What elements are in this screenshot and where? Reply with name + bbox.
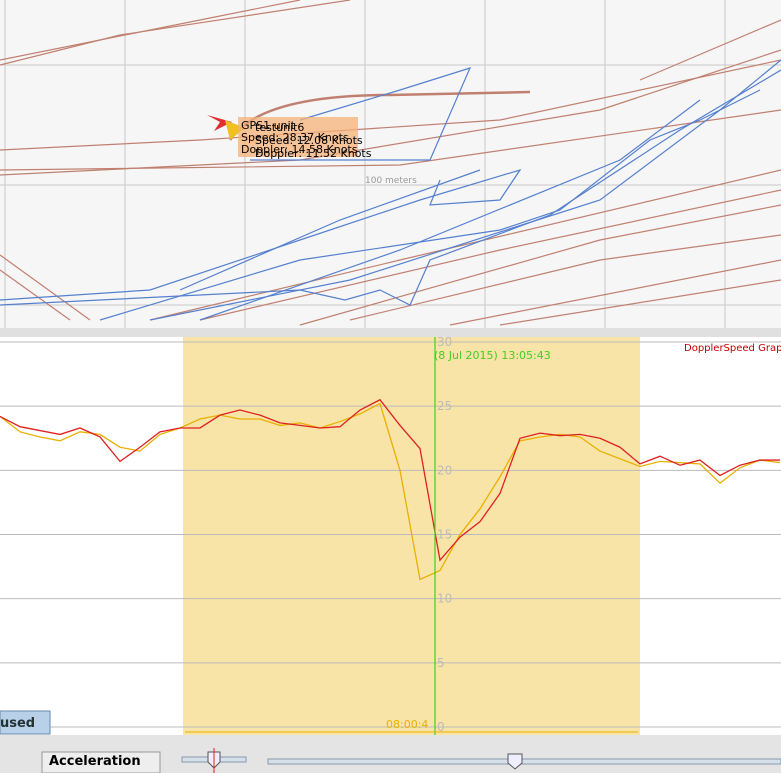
map-grid: [0, 0, 781, 328]
series-line: [0, 398, 780, 562]
y-tick-label: 5: [437, 656, 445, 670]
splitter[interactable]: [0, 328, 781, 337]
unit-doppler: Doppler: 14.58 Knots: [241, 143, 358, 156]
cursor-time: (8 Jul 2015) 13:05:43: [434, 349, 551, 362]
series-line: [0, 402, 781, 581]
y-tick-label: 30: [437, 335, 452, 349]
acceleration-label: Acceleration: [49, 754, 141, 769]
scale-label: 100 meters: [365, 176, 417, 186]
label-box: [238, 117, 358, 157]
y-tick-label: 10: [437, 592, 452, 606]
chart-title: DopplerSpeed Graph: [684, 343, 781, 354]
y-tick-label: 0: [437, 720, 445, 734]
unit-speed: Speed: 28.37 Knots: [241, 131, 349, 144]
y-tick-label: 20: [437, 463, 452, 477]
range-label: 08:00:4: [386, 718, 428, 731]
time-slider-track: [267, 758, 781, 765]
map-tracks-blue: [0, 59, 781, 321]
unit-speed: Speed: 12.08 Knots: [255, 134, 363, 147]
status-text: used: [0, 716, 35, 731]
unit-doppler: Doppler: 11.52 Knots: [255, 147, 372, 160]
y-tick-label: 15: [437, 528, 452, 542]
map-labels: GPS1 unit Speed: 28.37 Knots Doppler: 14…: [241, 119, 417, 186]
unit-name: testunit6: [255, 121, 304, 134]
unit-name: GPS1 unit: [241, 119, 296, 132]
y-tick-label: 25: [437, 399, 452, 413]
map-bg: [0, 0, 781, 328]
time-slider-thumb[interactable]: [507, 753, 523, 770]
status-button[interactable]: [0, 710, 51, 735]
map-tracks-brown: [0, 0, 781, 326]
testunit6-marker: [225, 120, 245, 140]
acceleration-box: [41, 751, 161, 773]
gps1-marker: [207, 115, 232, 131]
